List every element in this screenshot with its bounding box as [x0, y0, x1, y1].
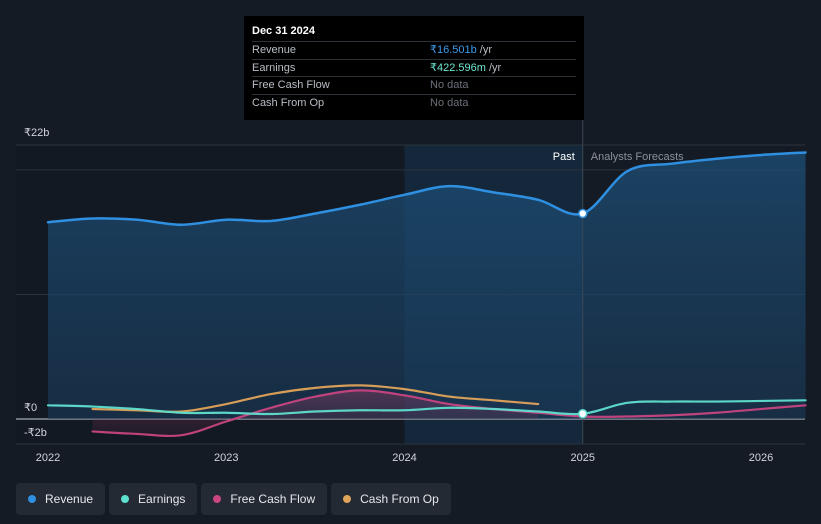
tooltip-row-earnings: Earnings ₹422.596m/yr: [252, 58, 576, 77]
legend-item-free-cash-flow[interactable]: Free Cash Flow: [201, 483, 328, 515]
series-line-revenue: [46, 151, 807, 226]
tooltip-label-cash-from-op: Cash From Op: [252, 96, 325, 109]
y-tick-label-0: ₹22b: [24, 127, 49, 139]
series-line-earnings: [46, 399, 807, 416]
forecast-label: Analysts Forecasts: [591, 151, 684, 163]
legend-item-revenue[interactable]: Revenue: [16, 483, 106, 515]
legend-label-earnings: Earnings: [138, 492, 186, 506]
revenue-marker: [578, 208, 588, 219]
x-tick-label-4: 2026: [749, 452, 773, 464]
tooltip-value-free-cash-flow: No data: [430, 79, 469, 91]
legend-dot-free-cash-flow-icon: [213, 495, 222, 503]
legend-dot-earnings-icon: [121, 495, 130, 503]
legend-dot-cash-from-op-icon: [343, 495, 352, 503]
series-line-free-cash-flow: [91, 389, 807, 438]
legend: Revenue Earnings Free Cash Flow Cash Fro…: [16, 483, 451, 515]
tooltip-label-free-cash-flow: Free Cash Flow: [252, 79, 330, 91]
x-tick-label-2: 2024: [392, 452, 416, 464]
x-tick-label-0: 2022: [36, 452, 60, 464]
tooltip-value-revenue: ₹16.501b: [430, 44, 477, 56]
legend-item-cash-from-op[interactable]: Cash From Op: [331, 483, 451, 515]
legend-dot-revenue-icon: [28, 495, 36, 503]
tooltip-panel: Dec 31 2024 Revenue ₹16.501b/yr Earnings…: [244, 16, 584, 120]
legend-label-free-cash-flow: Free Cash Flow: [230, 492, 316, 506]
tooltip-row-cash-from-op: Cash From Op No data: [252, 93, 576, 112]
tooltip-row-free-cash-flow: Free Cash Flow No data: [252, 76, 576, 94]
y-tick-label-1: ₹0: [24, 402, 37, 414]
tooltip-date: Dec 31 2024: [252, 25, 315, 37]
x-tick-label-1: 2023: [214, 452, 238, 464]
legend-label-cash-from-op: Cash From Op: [360, 492, 439, 506]
legend-label-revenue: Revenue: [45, 492, 94, 506]
past-label: Past: [553, 151, 575, 163]
x-tick-label-3: 2025: [571, 452, 595, 464]
revenue-area: [48, 152, 806, 420]
y-tick-label-2: -₹2b: [24, 427, 47, 439]
legend-item-earnings[interactable]: Earnings: [109, 483, 198, 515]
tooltip-label-earnings: Earnings: [252, 61, 296, 74]
earnings-marker: [578, 409, 588, 419]
tooltip-label-revenue: Revenue: [252, 44, 297, 56]
tooltip-unit-revenue: /yr: [479, 44, 492, 56]
free-cash-flow-area: [92, 390, 539, 436]
tooltip-value-cash-from-op: No data: [430, 96, 469, 109]
tooltip-row-revenue: Revenue ₹16.501b/yr: [252, 41, 576, 59]
tooltip-value-earnings: ₹422.596m: [430, 61, 486, 74]
tooltip-unit-earnings: /yr: [488, 61, 502, 74]
